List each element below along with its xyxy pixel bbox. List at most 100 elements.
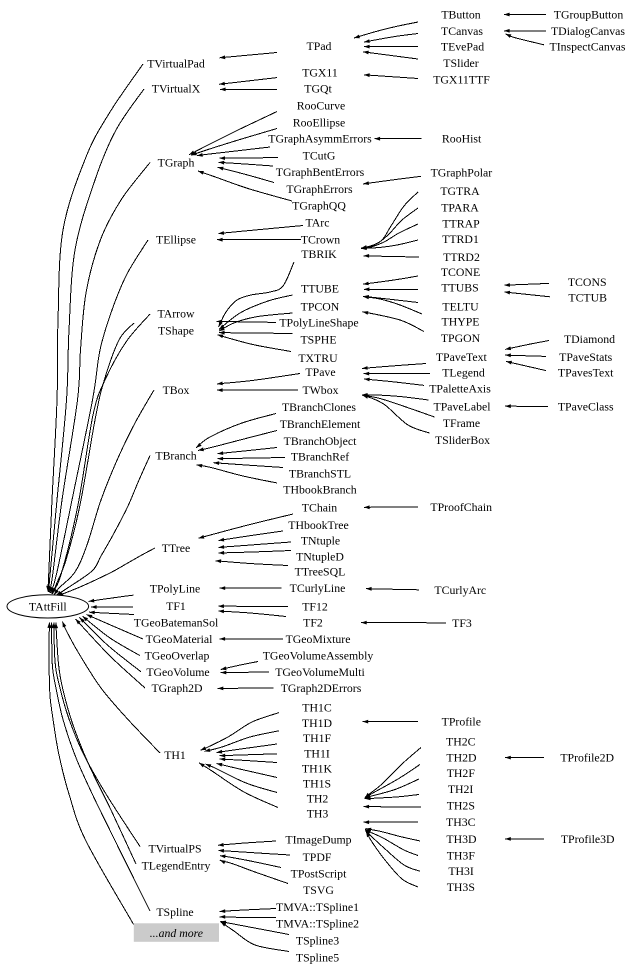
svg-text:TMVA::TSpline2: TMVA::TSpline2 <box>276 917 359 931</box>
svg-text:TBRIK: TBRIK <box>301 247 337 261</box>
svg-text:TH3F: TH3F <box>447 849 476 863</box>
svg-text:TPDF: TPDF <box>303 850 332 864</box>
svg-text:TTRD1: TTRD1 <box>442 232 479 246</box>
svg-text:THYPE: THYPE <box>441 315 479 329</box>
svg-text:TArrow: TArrow <box>157 307 195 321</box>
svg-text:TPaveStats: TPaveStats <box>559 350 612 364</box>
svg-text:TGTRA: TGTRA <box>440 184 480 198</box>
svg-text:TSlider: TSlider <box>443 56 478 70</box>
svg-text:TPolyLineShape: TPolyLineShape <box>279 315 358 329</box>
svg-text:TPolyLine: TPolyLine <box>150 582 200 596</box>
svg-text:TPaveClass: TPaveClass <box>558 400 614 414</box>
svg-text:TGraphAsymmErrors: TGraphAsymmErrors <box>268 132 372 146</box>
svg-text:TGeoOverlap: TGeoOverlap <box>145 649 210 663</box>
svg-text:TVirtualX: TVirtualX <box>152 82 201 96</box>
svg-text:TTreeSQL: TTreeSQL <box>295 565 346 579</box>
svg-text:TH3S: TH3S <box>447 880 475 894</box>
svg-text:TBranchSTL: TBranchSTL <box>289 467 351 481</box>
svg-text:TBranch: TBranch <box>155 449 196 463</box>
svg-text:TGraph2DErrors: TGraph2DErrors <box>281 681 362 695</box>
svg-text:TCutG: TCutG <box>303 149 336 163</box>
svg-text:TH2: TH2 <box>307 792 329 806</box>
svg-text:TProfile2D: TProfile2D <box>560 751 614 765</box>
svg-text:TBox: TBox <box>163 383 190 397</box>
svg-text:TBranchElement: TBranchElement <box>280 417 361 431</box>
svg-text:RooCurve: RooCurve <box>297 99 346 113</box>
svg-text:TSPHE: TSPHE <box>300 332 336 346</box>
svg-text:TH1S: TH1S <box>303 777 331 791</box>
svg-text:THbookBranch: THbookBranch <box>283 482 356 496</box>
svg-text:TNtupleD: TNtupleD <box>296 549 344 563</box>
svg-text:TGraphErrors: TGraphErrors <box>286 182 353 196</box>
svg-text:TNtuple: TNtuple <box>301 533 340 547</box>
svg-text:TGroupButton: TGroupButton <box>554 8 624 22</box>
svg-text:TCurlyArc: TCurlyArc <box>434 583 486 597</box>
svg-text:TSpline: TSpline <box>156 905 193 919</box>
svg-text:TPostScript: TPostScript <box>291 867 347 881</box>
svg-text:TELTU: TELTU <box>442 300 479 314</box>
svg-text:TBranchRef: TBranchRef <box>291 450 349 464</box>
svg-text:TF1: TF1 <box>166 599 186 613</box>
svg-text:TPGON: TPGON <box>441 331 481 345</box>
svg-text:TH3: TH3 <box>307 807 329 821</box>
svg-text:THbookTree: THbookTree <box>288 518 349 532</box>
svg-text:TSVG: TSVG <box>303 883 334 897</box>
svg-text:TH1C: TH1C <box>302 700 332 714</box>
svg-text:TImageDump: TImageDump <box>285 833 351 847</box>
svg-text:TH3I: TH3I <box>448 864 474 878</box>
svg-text:TF2: TF2 <box>303 616 323 630</box>
svg-text:TCTUB: TCTUB <box>568 291 607 305</box>
svg-text:TGeoMaterial: TGeoMaterial <box>146 632 214 646</box>
svg-text:TH2D: TH2D <box>446 751 477 765</box>
svg-text:TShape: TShape <box>158 324 194 338</box>
svg-text:TPave: TPave <box>305 365 335 379</box>
svg-text:TGeoVolumeAssembly: TGeoVolumeAssembly <box>263 649 374 663</box>
svg-text:TChain: TChain <box>302 501 337 515</box>
svg-text:TPad: TPad <box>307 39 332 53</box>
svg-text:RooHist: RooHist <box>442 132 482 146</box>
svg-text:TH2F: TH2F <box>447 766 476 780</box>
svg-text:TGraphPolar: TGraphPolar <box>431 166 493 180</box>
svg-text:TVirtualPS: TVirtualPS <box>148 842 201 856</box>
svg-text:TCurlyLine: TCurlyLine <box>290 581 346 595</box>
svg-text:TPaveText: TPaveText <box>436 350 488 364</box>
svg-text:TGQt: TGQt <box>304 82 332 96</box>
svg-text:TCrown: TCrown <box>301 233 340 247</box>
svg-text:TLegend: TLegend <box>442 365 485 379</box>
svg-text:TBranchObject: TBranchObject <box>284 434 357 448</box>
svg-text:TInspectCanvas: TInspectCanvas <box>549 40 625 54</box>
svg-text:RooEllipse: RooEllipse <box>293 116 345 130</box>
svg-text:TTRAP: TTRAP <box>442 217 480 231</box>
svg-text:TF12: TF12 <box>302 599 328 613</box>
svg-text:TSpline5: TSpline5 <box>296 950 339 964</box>
svg-text:TPavesText: TPavesText <box>558 365 614 379</box>
svg-text:TBranchClones: TBranchClones <box>282 400 356 414</box>
svg-text:TTree: TTree <box>162 541 190 555</box>
svg-text:TFrame: TFrame <box>443 416 480 430</box>
svg-text:TPaveLabel: TPaveLabel <box>434 400 492 414</box>
svg-text:TH3C: TH3C <box>446 815 476 829</box>
svg-text:TDiamond: TDiamond <box>564 332 615 346</box>
svg-text:TSpline3: TSpline3 <box>296 934 339 948</box>
svg-text:TPCON: TPCON <box>301 300 340 314</box>
svg-text:TTRD2: TTRD2 <box>443 250 480 264</box>
svg-text:TPARA: TPARA <box>441 201 479 215</box>
svg-text:TAttFill: TAttFill <box>29 599 67 613</box>
svg-text:TGraphQQ: TGraphQQ <box>292 199 346 213</box>
svg-text:TGeoVolume: TGeoVolume <box>146 665 209 679</box>
svg-text:TF3: TF3 <box>452 616 472 630</box>
svg-text:TTUBE: TTUBE <box>301 282 339 296</box>
svg-text:TH1F: TH1F <box>303 731 332 745</box>
svg-text:TH2C: TH2C <box>446 734 476 748</box>
svg-text:TH1: TH1 <box>164 748 186 762</box>
svg-text:TGeoMixture: TGeoMixture <box>286 632 351 646</box>
svg-text:TGraph2D: TGraph2D <box>151 681 203 695</box>
svg-text:TXTRU: TXTRU <box>298 351 338 365</box>
svg-text:TTUBS: TTUBS <box>441 280 478 294</box>
svg-text:TH1D: TH1D <box>302 716 333 730</box>
svg-text:TProfile: TProfile <box>442 715 481 729</box>
svg-text:TH1I: TH1I <box>304 746 330 760</box>
svg-text:TLegendEntry: TLegendEntry <box>142 859 211 873</box>
svg-text:TProofChain: TProofChain <box>430 500 492 514</box>
svg-text:TEllipse: TEllipse <box>156 233 196 247</box>
